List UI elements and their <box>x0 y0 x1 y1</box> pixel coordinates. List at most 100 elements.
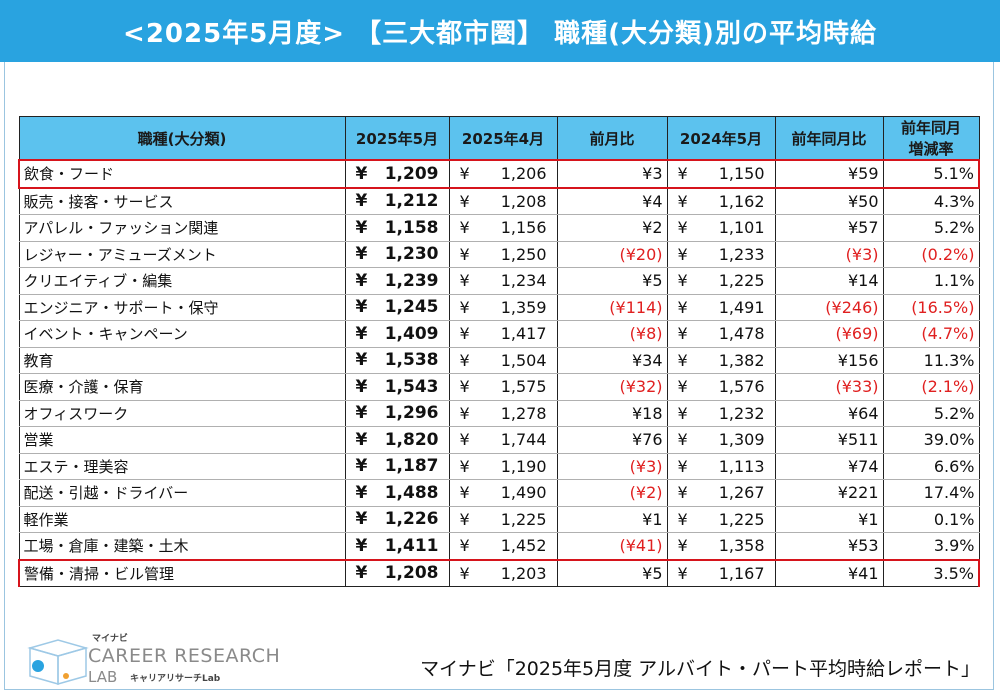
cell-job: 医療・介護・保育 <box>18 373 346 401</box>
cell-yoy-rate: 11.3% <box>882 347 980 374</box>
cell-may-2024: ¥1,382 <box>666 347 776 374</box>
cell-mom: ¥5 <box>556 267 668 295</box>
cell-job: クリエイティブ・編集 <box>18 267 346 295</box>
value-may-2024: 1,358 <box>718 536 765 556</box>
header-may-2025: 2025年5月 <box>344 116 450 161</box>
yen-sign: ¥ <box>355 456 368 477</box>
cell-may-2025: ¥1,488 <box>344 479 450 507</box>
value-may-2025: 1,245 <box>384 297 439 318</box>
cell-apr-2025: ¥1,490 <box>448 479 558 507</box>
value-apr-2025: 1,417 <box>500 324 547 344</box>
yen-sign: ¥ <box>355 297 368 318</box>
cell-may-2024: ¥1,113 <box>666 453 776 480</box>
value-apr-2025: 1,156 <box>500 218 547 238</box>
value-may-2025: 1,226 <box>384 509 439 530</box>
logo-lab: LAB <box>88 668 118 686</box>
cell-mom: (¥32) <box>556 373 668 401</box>
value-apr-2025: 1,234 <box>500 271 547 291</box>
cell-apr-2025: ¥1,504 <box>448 347 558 374</box>
yen-sign: ¥ <box>355 509 368 530</box>
header-yoy-rate: 前年同月 増減率 <box>882 116 980 161</box>
yen-sign: ¥ <box>459 509 470 529</box>
header-yoy: 前年同月比 <box>774 116 884 161</box>
table-row: オフィスワーク ¥1,296 ¥1,278 ¥18 ¥1,232 ¥64 5.2% <box>18 400 980 427</box>
cell-may-2024: ¥1,358 <box>666 532 776 560</box>
cell-mom: ¥5 <box>556 558 668 587</box>
source-caption: マイナビ「2025年5月度 アルバイト・パート平均時給レポート」 <box>420 658 980 680</box>
value-may-2024: 1,225 <box>718 271 765 291</box>
cell-job: 販売・接客・サービス <box>18 187 346 215</box>
cell-may-2025: ¥1,158 <box>344 214 450 242</box>
cell-yoy: (¥246) <box>774 294 884 321</box>
value-may-2024: 1,232 <box>718 403 765 423</box>
wage-table: 職種(大分類) 2025年5月 2025年4月 前月比 2024年5月 前年同月… <box>18 116 980 587</box>
cell-may-2024: ¥1,478 <box>666 320 776 348</box>
value-may-2024: 1,113 <box>718 456 765 476</box>
cell-job: 配送・引越・ドライバー <box>18 479 346 507</box>
value-may-2025: 1,212 <box>384 191 439 212</box>
cell-yoy: ¥53 <box>774 532 884 560</box>
yen-sign: ¥ <box>355 163 368 184</box>
yen-sign: ¥ <box>459 164 470 184</box>
cell-may-2025: ¥1,212 <box>344 187 450 215</box>
value-apr-2025: 1,359 <box>500 297 547 317</box>
value-may-2024: 1,382 <box>718 350 765 370</box>
yen-sign: ¥ <box>459 377 470 397</box>
yen-sign: ¥ <box>677 297 688 317</box>
cell-yoy-rate: (2.1%) <box>882 373 980 401</box>
value-may-2024: 1,225 <box>718 509 765 529</box>
cell-yoy-rate: 3.5% <box>882 558 980 587</box>
table-row: 営業 ¥1,820 ¥1,744 ¥76 ¥1,309 ¥511 39.0% <box>18 426 980 454</box>
yen-sign: ¥ <box>355 403 368 424</box>
cell-mom: (¥20) <box>556 241 668 268</box>
logo-title: CAREER RESEARCH <box>88 645 281 667</box>
cell-apr-2025: ¥1,417 <box>448 320 558 348</box>
value-apr-2025: 1,225 <box>500 509 547 529</box>
yen-sign: ¥ <box>355 482 368 503</box>
cell-yoy: (¥3) <box>774 241 884 268</box>
value-may-2024: 1,162 <box>718 191 765 211</box>
table-row: エステ・理美容 ¥1,187 ¥1,190 (¥3) ¥1,113 ¥74 6.6% <box>18 453 980 480</box>
value-may-2024: 1,478 <box>718 324 765 344</box>
table-header-row: 職種(大分類) 2025年5月 2025年4月 前月比 2024年5月 前年同月… <box>18 116 980 161</box>
yen-sign: ¥ <box>677 244 688 264</box>
cell-may-2025: ¥1,296 <box>344 400 450 427</box>
yen-sign: ¥ <box>355 217 368 238</box>
yen-sign: ¥ <box>459 324 470 344</box>
table-row: 警備・清掃・ビル管理 ¥1,208 ¥1,203 ¥5 ¥1,167 ¥41 3.5% <box>18 558 980 587</box>
value-apr-2025: 1,452 <box>500 536 547 556</box>
cell-may-2025: ¥1,239 <box>344 267 450 295</box>
value-apr-2025: 1,744 <box>500 430 547 450</box>
yen-sign: ¥ <box>459 244 470 264</box>
cell-mom: ¥34 <box>556 347 668 374</box>
value-apr-2025: 1,278 <box>500 403 547 423</box>
cell-may-2025: ¥1,538 <box>344 347 450 374</box>
header-job: 職種(大分類) <box>18 116 346 161</box>
table-row: アパレル・ファッション関連 ¥1,158 ¥1,156 ¥2 ¥1,101 ¥57 5.2% <box>18 214 980 242</box>
cell-yoy-rate: (16.5%) <box>882 294 980 321</box>
cell-may-2025: ¥1,409 <box>344 320 450 348</box>
cell-mom: ¥2 <box>556 214 668 242</box>
cell-yoy: ¥221 <box>774 479 884 507</box>
cell-job: 教育 <box>18 347 346 374</box>
table-row: イベント・キャンペーン ¥1,409 ¥1,417 (¥8) ¥1,478 (¥69) (4… <box>18 320 980 348</box>
table-row: 販売・接客・サービス ¥1,212 ¥1,208 ¥4 ¥1,162 ¥50 4.3% <box>18 187 980 215</box>
yen-sign: ¥ <box>459 403 470 423</box>
cell-yoy: ¥57 <box>774 214 884 242</box>
cell-apr-2025: ¥1,208 <box>448 187 558 215</box>
value-may-2025: 1,296 <box>384 403 439 424</box>
yen-sign: ¥ <box>459 297 470 317</box>
yen-sign: ¥ <box>677 430 688 450</box>
value-may-2025: 1,158 <box>384 217 439 238</box>
yen-sign: ¥ <box>459 191 470 211</box>
yen-sign: ¥ <box>459 456 470 476</box>
table-row: 教育 ¥1,538 ¥1,504 ¥34 ¥1,382 ¥156 11.3% <box>18 347 980 374</box>
value-apr-2025: 1,504 <box>500 350 547 370</box>
value-may-2025: 1,488 <box>384 482 439 503</box>
value-may-2025: 1,208 <box>384 563 439 584</box>
cell-mom: (¥8) <box>556 320 668 348</box>
value-may-2025: 1,820 <box>384 429 439 450</box>
yen-sign: ¥ <box>677 164 688 184</box>
cell-yoy-rate: 5.2% <box>882 400 980 427</box>
yen-sign: ¥ <box>459 350 470 370</box>
